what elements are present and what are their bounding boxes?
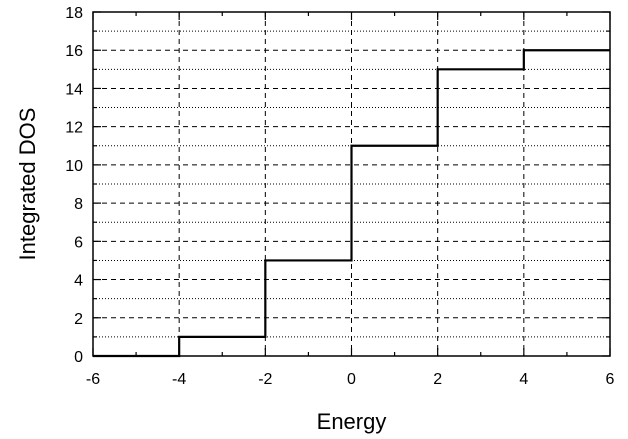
x-tick-label: 4 <box>519 371 528 388</box>
y-tick-label: 16 <box>65 43 83 60</box>
axis-ticks <box>92 11 611 357</box>
x-tick-labels: -6 -4 -2 0 2 4 6 <box>86 371 615 388</box>
y-tick-label: 6 <box>74 234 83 251</box>
y-tick-labels: 0 2 4 6 8 10 12 14 16 18 <box>65 5 83 366</box>
y-tick-label: 10 <box>65 158 83 175</box>
y-tick-label: 0 <box>74 349 83 366</box>
x-tick-label: 2 <box>433 371 442 388</box>
y-tick-label: 2 <box>74 311 83 328</box>
integrated-dos-line <box>93 49 610 358</box>
series-layer <box>93 49 610 358</box>
y-axis-title: Integrated DOS <box>15 108 40 261</box>
y-tick-label: 8 <box>74 196 83 213</box>
y-tick-label: 18 <box>65 5 83 22</box>
x-tick-label: -2 <box>258 371 272 388</box>
x-tick-label: -4 <box>172 371 186 388</box>
y-tick-label: 12 <box>65 120 83 137</box>
x-tick-label: 6 <box>606 371 615 388</box>
y-tick-label: 4 <box>74 273 83 290</box>
x-axis-title: Energy <box>317 409 387 434</box>
x-tick-label: -6 <box>86 371 100 388</box>
x-tick-label: 0 <box>347 371 356 388</box>
y-tick-label: 14 <box>65 81 83 98</box>
